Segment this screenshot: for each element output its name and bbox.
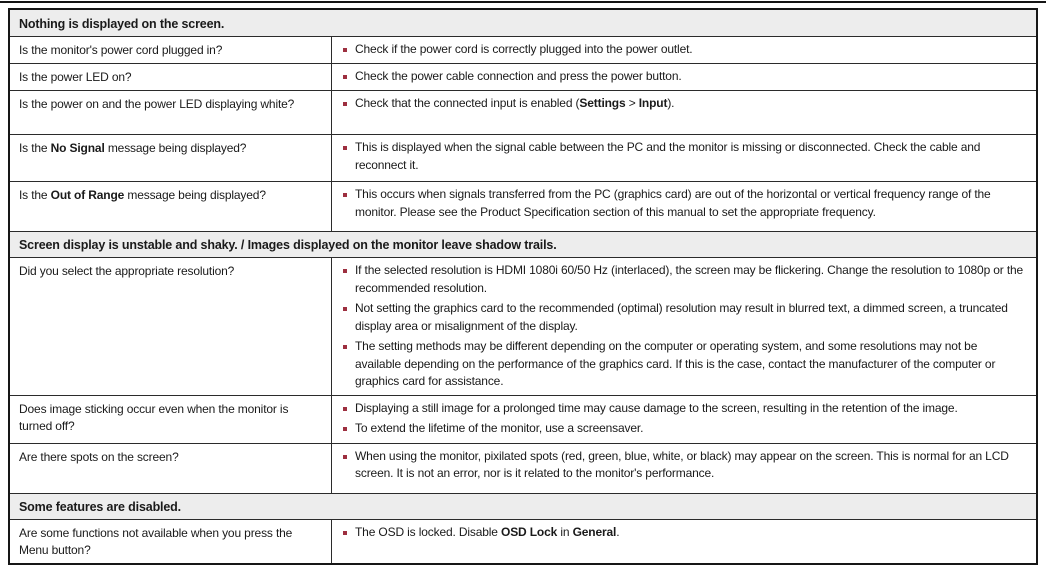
answer-item: This is displayed when the signal cable …: [340, 139, 1024, 174]
table-row: Are there spots on the screen? When using…: [10, 442, 1036, 493]
answer-cell: This occurs when signals transferred fro…: [332, 182, 1036, 231]
table-row: Is the No Signal message being displayed…: [10, 134, 1036, 181]
question-cell: Did you select the appropriate resolutio…: [10, 258, 332, 395]
table-row: Is the power on and the power LED displa…: [10, 90, 1036, 134]
answer-cell: Check if the power cord is correctly plu…: [332, 37, 1036, 63]
answer-text: Displaying a still image for a prolonged…: [355, 400, 958, 415]
square-bullet-icon: [343, 102, 347, 106]
table-row: Did you select the appropriate resolutio…: [10, 257, 1036, 395]
answer-item: This occurs when signals transferred fro…: [340, 186, 1024, 221]
square-bullet-icon: [343, 269, 347, 273]
answer-item: Check that the connected input is enable…: [340, 95, 1024, 113]
answer-text: The OSD is locked. Disable OSD Lock in G…: [355, 524, 620, 539]
troubleshooting-table: Nothing is displayed on the screen. Is th…: [8, 8, 1038, 565]
square-bullet-icon: [343, 193, 347, 197]
section-header: Nothing is displayed on the screen.: [10, 10, 1036, 36]
answer-text: The setting methods may be different dep…: [355, 339, 996, 388]
square-bullet-icon: [343, 345, 347, 349]
answer-item: Not setting the graphics card to the rec…: [340, 300, 1024, 335]
question-cell: Is the monitor's power cord plugged in?: [10, 37, 332, 63]
question-cell: Are there spots on the screen?: [10, 443, 332, 493]
square-bullet-icon: [343, 146, 347, 150]
table-row: Are some functions not available when yo…: [10, 518, 1036, 563]
square-bullet-icon: [343, 454, 347, 459]
table-section: Nothing is displayed on the screen. Is th…: [10, 10, 1036, 231]
answer-item: When using the monitor, pixilated spots …: [340, 448, 1024, 483]
answer-item: To extend the lifetime of the monitor, u…: [340, 420, 1024, 438]
answer-item: If the selected resolution is HDMI 1080i…: [340, 262, 1024, 297]
answer-cell: This is displayed when the signal cable …: [332, 135, 1036, 181]
square-bullet-icon: [343, 427, 347, 431]
answer-cell: The OSD is locked. Disable OSD Lock in G…: [332, 520, 1036, 563]
answer-text: Check the power cable connection and pre…: [355, 69, 682, 83]
answer-item: Displaying a still image for a prolonged…: [340, 400, 1024, 418]
answer-text: This is displayed when the signal cable …: [355, 140, 981, 172]
section-header: Some features are disabled.: [10, 492, 1036, 519]
square-bullet-icon: [343, 75, 347, 79]
table-row: Is the power LED on? Check the power cabl…: [10, 63, 1036, 90]
table-section: Screen display is unstable and shaky. / …: [10, 231, 1036, 493]
answer-text: Not setting the graphics card to the rec…: [355, 301, 1008, 333]
table-row: Is the monitor's power cord plugged in? C…: [10, 36, 1036, 63]
square-bullet-icon: [343, 307, 347, 311]
table-section: Some features are disabled. Are some func…: [10, 492, 1036, 563]
table-row: Does image sticking occur even when the …: [10, 394, 1036, 443]
question-cell: Is the power LED on?: [10, 64, 332, 90]
answer-text: Check if the power cord is correctly plu…: [355, 42, 693, 56]
question-cell: Is the Out of Range message being displa…: [10, 182, 332, 231]
square-bullet-icon: [343, 48, 347, 52]
question-cell: Does image sticking occur even when the …: [10, 395, 332, 443]
answer-item: Check if the power cord is correctly plu…: [340, 41, 1024, 59]
answer-item: The setting methods may be different dep…: [340, 338, 1024, 391]
answer-cell: Displaying a still image for a prolonged…: [332, 396, 1036, 443]
page-top-rule: [0, 1, 1046, 3]
question-cell: Is the power on and the power LED displa…: [10, 91, 332, 134]
answer-cell: If the selected resolution is HDMI 1080i…: [332, 258, 1036, 395]
answer-cell: Check that the connected input is enable…: [332, 91, 1036, 134]
answer-item: Check the power cable connection and pre…: [340, 68, 1024, 86]
answer-text: Check that the connected input is enable…: [355, 96, 675, 110]
square-bullet-icon: [343, 406, 347, 411]
question-cell: Are some functions not available when yo…: [10, 519, 332, 563]
answer-cell: When using the monitor, pixilated spots …: [332, 444, 1036, 493]
square-bullet-icon: [343, 530, 347, 535]
answer-text: If the selected resolution is HDMI 1080i…: [355, 263, 1024, 295]
answer-text: When using the monitor, pixilated spots …: [355, 448, 1009, 481]
answer-text: To extend the lifetime of the monitor, u…: [355, 421, 644, 435]
question-cell: Is the No Signal message being displayed…: [10, 135, 332, 181]
answer-item: The OSD is locked. Disable OSD Lock in G…: [340, 524, 1024, 542]
table-row: Is the Out of Range message being displa…: [10, 181, 1036, 231]
section-header: Screen display is unstable and shaky. / …: [10, 231, 1036, 257]
answer-cell: Check the power cable connection and pre…: [332, 64, 1036, 90]
answer-text: This occurs when signals transferred fro…: [355, 187, 991, 219]
